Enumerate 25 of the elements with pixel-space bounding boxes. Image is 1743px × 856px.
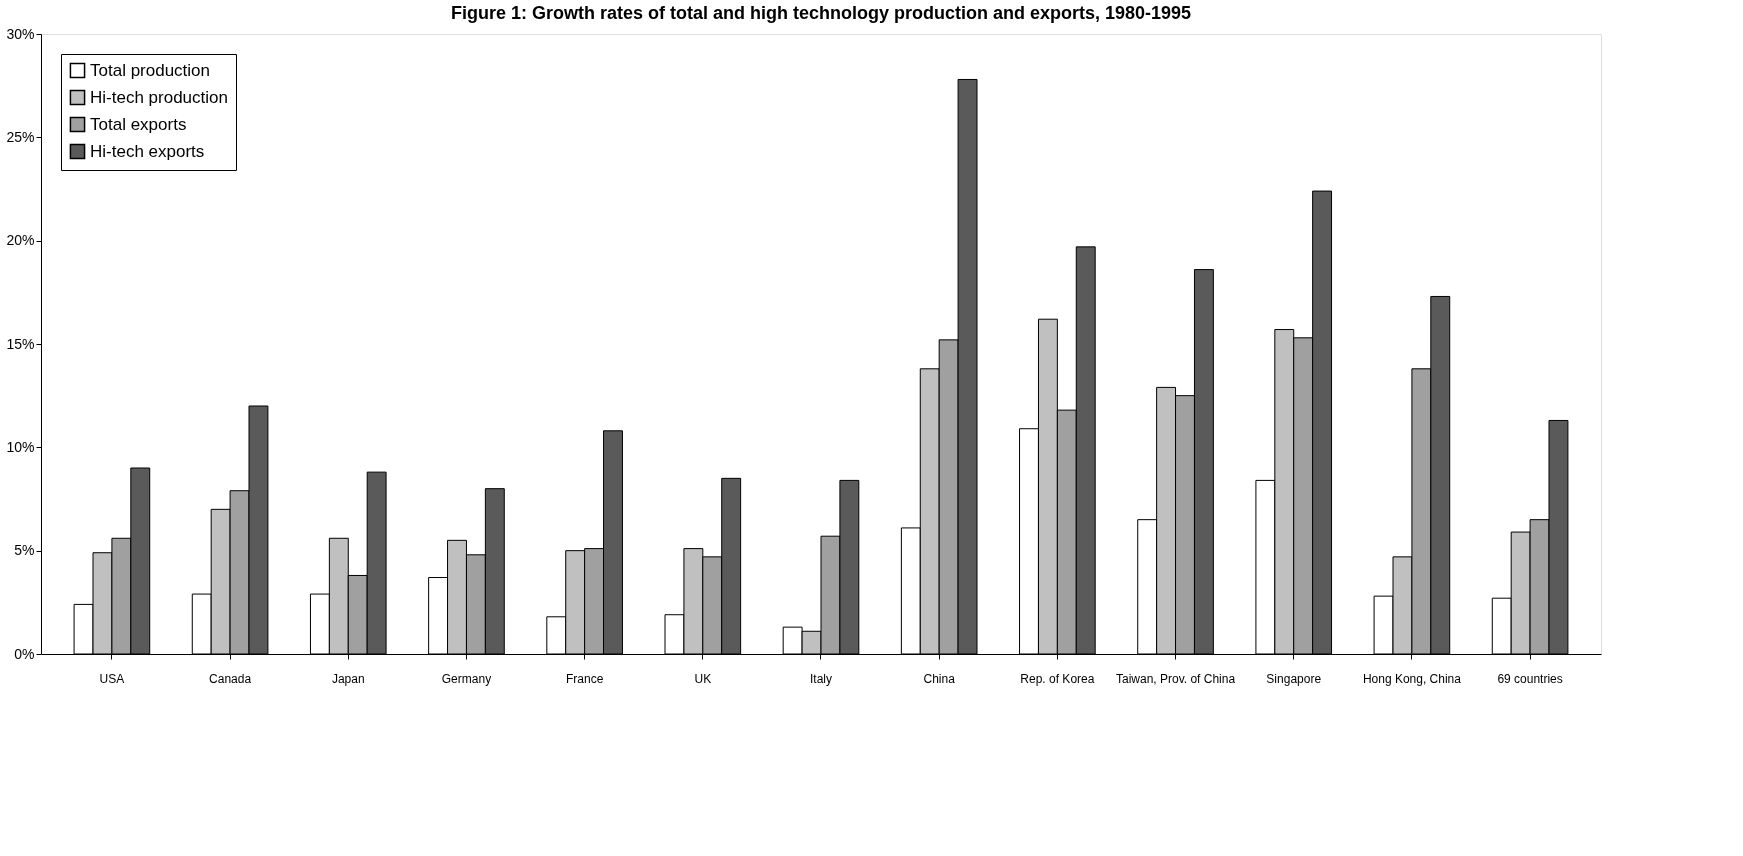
legend-label: Total exports: [90, 114, 187, 134]
x-tick-label: France: [565, 671, 604, 686]
legend-label: Hi-tech exports: [90, 141, 205, 161]
chart-title: Figure 1: Growth rates of total and high technology production and exports, 1980-1995: [450, 3, 1192, 23]
x-tick-label: Germany: [441, 671, 492, 686]
x-tick-label: Singapore: [1266, 671, 1322, 686]
y-tick-label: 10%: [6, 438, 35, 455]
x-tick-label: 69 countries: [1497, 671, 1563, 686]
y-tick-label: 25%: [6, 128, 35, 145]
y-tick-label: 30%: [6, 25, 35, 42]
y-tick-label: 0%: [14, 645, 35, 662]
x-tick-label: USA: [99, 671, 125, 686]
x-tick-label: Rep. of Korea: [1020, 671, 1095, 686]
x-tick-label: Canada: [209, 671, 252, 686]
x-tick-label: Hong Kong, China: [1362, 671, 1462, 686]
x-tick-label: UK: [694, 671, 712, 686]
legend-label: Hi-tech production: [90, 87, 228, 107]
y-tick-label: 20%: [6, 232, 35, 249]
x-tick-label: China: [923, 671, 956, 686]
x-tick-label: Japan: [331, 671, 365, 686]
y-tick-label: 15%: [6, 335, 35, 352]
x-tick-label: Italy: [809, 671, 833, 686]
legend-label: Total production: [90, 60, 211, 80]
y-tick-label: 5%: [14, 542, 35, 559]
x-tick-label: Taiwan, Prov. of China: [1115, 671, 1236, 686]
